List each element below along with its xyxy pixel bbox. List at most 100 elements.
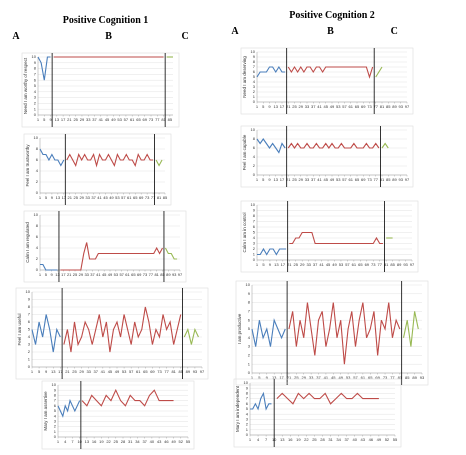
x-tick-label: 41: [99, 117, 104, 122]
x-tick-label: 77: [151, 195, 156, 200]
x-tick-label: 93: [172, 272, 177, 277]
series-line: [381, 142, 389, 149]
x-tick-label: 33: [86, 117, 91, 122]
y-tick-label: 0: [246, 432, 249, 437]
x-tick-label: 17: [62, 195, 67, 200]
y-axis-title: Feel I am capable: [242, 134, 247, 170]
x-tick-label: 61: [127, 195, 132, 200]
x-tick-label: 10: [77, 439, 82, 444]
x-tick-label: 81: [157, 195, 162, 200]
series-line: [81, 388, 174, 407]
series-line: [250, 391, 272, 411]
x-tick-label: 69: [139, 195, 144, 200]
series-line: [40, 263, 58, 271]
x-tick-label: 41: [317, 104, 322, 109]
x-tick-label: 69: [365, 262, 370, 267]
y-axis-title: I am productive: [237, 313, 242, 344]
series-line: [251, 318, 286, 347]
x-tick-label: 85: [386, 177, 391, 182]
x-tick-label: 13: [56, 195, 61, 200]
x-tick-label: 45: [103, 195, 108, 200]
y-axis-title: Need I am worthy of respect: [23, 57, 28, 114]
x-tick-label: 9: [45, 369, 48, 374]
x-tick-label: 16: [288, 437, 293, 442]
series-line: [155, 159, 163, 167]
y-tick-label: 7: [54, 398, 57, 403]
y-tick-label: 10: [34, 212, 39, 217]
x-tick-label: 53: [117, 117, 122, 122]
x-tick-label: 61: [361, 375, 366, 380]
x-tick-label: 25: [73, 117, 78, 122]
x-tick-label: 93: [193, 369, 198, 374]
y-tick-label: 8: [248, 300, 251, 305]
x-tick-label: 1: [249, 437, 252, 442]
y-tick-label: 3: [248, 344, 251, 349]
x-tick-label: 9: [268, 177, 271, 182]
x-tick-label: 13: [85, 439, 90, 444]
y-tick-label: 2: [54, 424, 57, 429]
x-tick-label: 1: [39, 272, 42, 277]
y-tick-label: 5: [248, 326, 251, 331]
x-tick-label: 57: [129, 369, 134, 374]
x-tick-label: 41: [324, 375, 329, 380]
x-tick-label: 73: [383, 375, 388, 380]
x-tick-label: 21: [65, 369, 70, 374]
y-tick-label: 9: [248, 291, 251, 296]
x-tick-label: 61: [349, 177, 354, 182]
x-tick-label: 52: [385, 437, 390, 442]
y-tick-label: 3: [253, 241, 256, 246]
x-tick-label: 33: [85, 195, 90, 200]
x-tick-label: 53: [339, 262, 344, 267]
x-tick-label: 57: [345, 262, 350, 267]
x-tick-label: 21: [287, 375, 292, 380]
y-tick-label: 8: [54, 392, 57, 397]
y-axis-title: Calm I am in control: [242, 212, 247, 252]
x-tick-label: 1: [37, 117, 40, 122]
x-tick-label: 5: [45, 272, 48, 277]
x-tick-label: 25: [73, 272, 78, 277]
x-tick-label: 97: [200, 369, 205, 374]
x-tick-label: 57: [121, 195, 126, 200]
x-tick-label: 89: [392, 104, 397, 109]
series-line: [39, 148, 65, 167]
x-tick-label: 77: [149, 272, 154, 277]
y-tick-label: 6: [36, 157, 39, 162]
y-tick-label: 4: [253, 235, 256, 240]
x-tick-label: 5: [262, 104, 265, 109]
y-tick-label: 9: [34, 60, 37, 65]
x-tick-label: 22: [106, 439, 111, 444]
y-tick-label: 4: [246, 411, 249, 416]
x-tick-label: 45: [105, 117, 110, 122]
x-tick-label: 93: [399, 104, 404, 109]
x-tick-label: 37: [91, 195, 96, 200]
y-axis-title: Feel I am trustworthy: [25, 144, 30, 187]
y-tick-label: 5: [253, 74, 256, 79]
x-tick-label: 85: [390, 262, 395, 267]
x-tick-label: 53: [336, 104, 341, 109]
series-line: [287, 142, 380, 149]
y-tick-label: 0: [36, 190, 39, 195]
x-tick-label: 85: [386, 104, 391, 109]
x-tick-label: 5: [45, 195, 48, 200]
y-tick-label: 8: [253, 59, 256, 64]
panel-frame: [23, 133, 172, 206]
x-tick-label: 49: [330, 104, 335, 109]
y-tick-label: 6: [54, 403, 57, 408]
y-tick-label: 9: [54, 387, 57, 392]
x-tick-label: 37: [94, 369, 99, 374]
x-tick-label: 25: [294, 375, 299, 380]
y-tick-label: 5: [28, 327, 31, 332]
x-tick-label: 34: [135, 439, 140, 444]
y-tick-label: 0: [36, 267, 39, 272]
x-tick-label: 81: [154, 272, 159, 277]
x-tick-label: 89: [166, 272, 171, 277]
y-tick-label: 4: [36, 168, 39, 173]
panel-frame: [233, 378, 402, 448]
series-line: [31, 314, 61, 353]
x-tick-label: 73: [143, 272, 148, 277]
x-tick-label: 49: [377, 437, 382, 442]
x-tick-label: 29: [79, 369, 84, 374]
x-tick-label: 69: [361, 104, 366, 109]
x-tick-label: 77: [164, 369, 169, 374]
x-tick-label: 37: [313, 262, 318, 267]
